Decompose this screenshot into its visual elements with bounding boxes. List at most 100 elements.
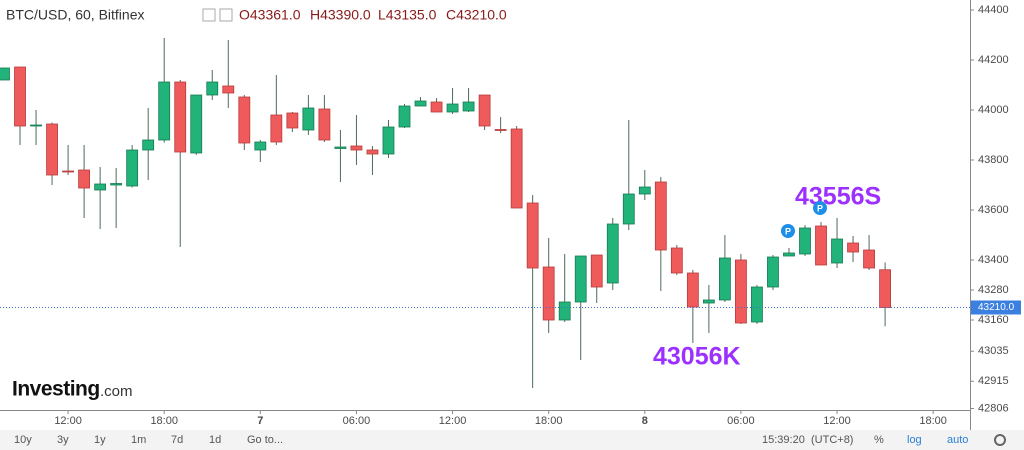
candle-body [783, 252, 795, 257]
candle-body [430, 101, 443, 113]
candle-body [286, 112, 299, 129]
header-icons [202, 8, 233, 22]
candle-body [206, 81, 219, 96]
y-tick-label: 43280 [978, 284, 1009, 296]
ohlc-low: L43135.0 [378, 7, 437, 23]
candle-body [94, 183, 107, 191]
candle-body [46, 123, 58, 176]
candle-body [462, 101, 475, 112]
signal-marker-label: P [817, 203, 823, 213]
signal-marker [813, 201, 827, 215]
candle-body [735, 259, 747, 324]
x-tick-label: 7 [257, 415, 263, 427]
auto-toggle[interactable]: auto [947, 434, 968, 446]
candle-body [558, 301, 571, 321]
signal-marker-label: P [785, 226, 791, 236]
candle-body [126, 149, 139, 187]
candle-body [606, 223, 619, 284]
candle-body [110, 183, 123, 186]
x-tick-label: 06:00 [727, 415, 755, 427]
log-toggle[interactable]: log [907, 434, 922, 446]
range-button[interactable]: 3y [57, 434, 69, 446]
ohlc-high: H43390.0 [310, 7, 371, 23]
candle-body [815, 225, 827, 266]
candle-body [638, 186, 651, 195]
candle-body [190, 94, 203, 154]
signal-marker [781, 224, 795, 238]
candle-body [222, 85, 235, 94]
candle-body [14, 66, 26, 127]
symbol: BTC/USD, 60, Bitfinex [6, 7, 145, 23]
candle-body [238, 96, 251, 144]
y-tick-label: 43600 [978, 204, 1009, 216]
y-tick-label: 44400 [978, 4, 1009, 16]
logo: Investing [12, 378, 100, 401]
candle-body [654, 181, 667, 251]
x-tick-label: 18:00 [535, 415, 563, 427]
y-tick-label: 42806 [978, 402, 1009, 414]
range-button[interactable]: 7d [171, 434, 183, 446]
timezone[interactable]: (UTC+8) [811, 434, 853, 446]
candle-body [590, 254, 603, 288]
range-button[interactable]: 10y [14, 434, 32, 446]
candle-body [414, 100, 427, 107]
candle-body [350, 145, 363, 151]
annotation: 43056K [653, 343, 741, 371]
x-tick-label: 18:00 [150, 415, 178, 427]
y-tick-label: 43800 [978, 154, 1009, 166]
x-tick-label: 12:00 [823, 415, 851, 427]
last-price-box [971, 300, 1021, 315]
y-tick-label: 44000 [978, 104, 1009, 116]
candle-body [767, 256, 779, 288]
y-tick-label: 43160 [978, 314, 1009, 326]
y-tick-label: 43400 [978, 254, 1009, 266]
candle-body [0, 67, 10, 81]
candle-body [526, 202, 539, 269]
ohlc-close: C43210.0 [446, 7, 507, 23]
candle-body [158, 81, 171, 141]
candle-body [670, 247, 683, 274]
candle-body [398, 105, 411, 128]
logo-suffix: .com [100, 383, 133, 400]
candle-body [318, 108, 331, 141]
candle-body [879, 269, 891, 308]
x-tick-label: 06:00 [343, 415, 371, 427]
candle-body [863, 249, 875, 269]
range-button[interactable]: 1m [131, 434, 146, 446]
candle-body [751, 286, 763, 323]
candle-body [142, 139, 155, 151]
x-tick-label: 12:00 [439, 415, 467, 427]
x-tick-label: 8 [642, 415, 648, 427]
clock: 15:39:20 [762, 434, 805, 446]
candle-body [831, 238, 843, 264]
goto-button[interactable]: Go to... [247, 434, 283, 446]
candle-body [30, 124, 42, 127]
candle-body [494, 129, 507, 131]
candle-body [78, 169, 91, 189]
x-tick-label: 18:00 [919, 415, 947, 427]
ohlc-open: O43361.0 [239, 7, 301, 23]
candle-body [702, 299, 715, 304]
range-button[interactable]: 1y [94, 434, 106, 446]
candle-body [847, 242, 859, 253]
y-tick-label: 42915 [978, 375, 1009, 387]
candle-body [334, 146, 347, 149]
candle-body [382, 126, 395, 155]
percent-toggle[interactable]: % [874, 434, 884, 446]
last-price-label: 43210.0 [978, 302, 1015, 313]
candle-body [62, 170, 74, 173]
toolbar-bg [0, 430, 1024, 450]
candle-body [686, 272, 699, 308]
candle-body [478, 94, 491, 127]
range-button[interactable]: 1d [209, 434, 221, 446]
toolbar: 10y 3y 1y 1m 7d 1d Go to... 15:39:20 (UT… [14, 434, 1006, 446]
candle-body [254, 141, 267, 151]
candle-body [799, 227, 811, 255]
settings-icon[interactable] [994, 434, 1006, 446]
y-tick-label: 43035 [978, 345, 1009, 357]
candle-body [174, 81, 187, 153]
candle-body [622, 193, 635, 225]
candle-body [542, 266, 555, 321]
